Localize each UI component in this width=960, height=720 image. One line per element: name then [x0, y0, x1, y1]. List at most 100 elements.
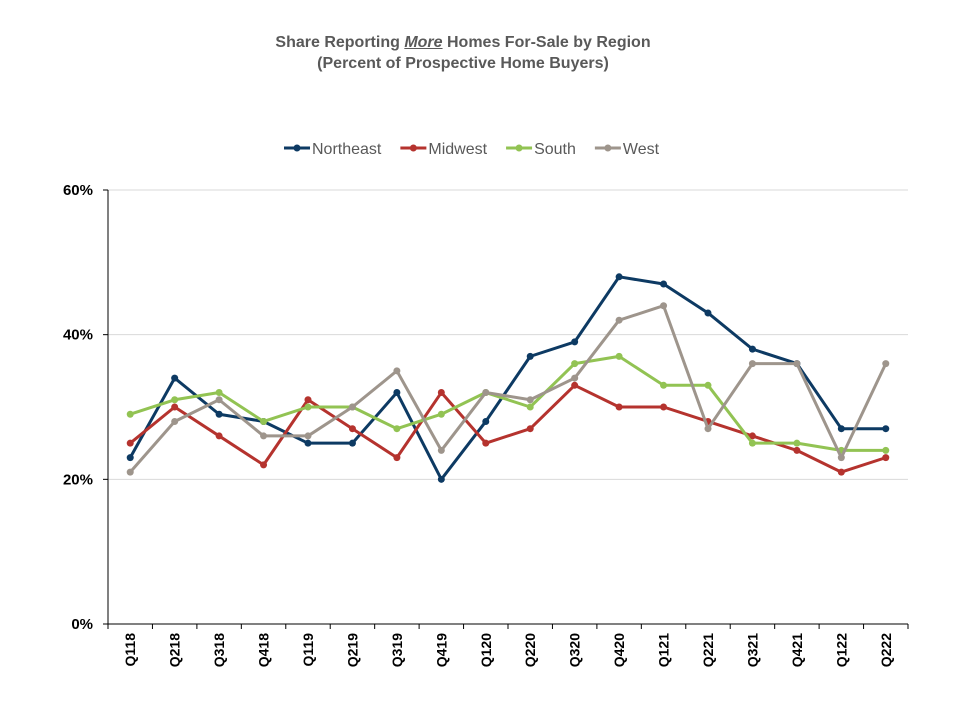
data-point	[704, 381, 712, 389]
data-point	[615, 273, 623, 281]
data-point	[348, 439, 356, 447]
x-tick-label: Q319	[389, 633, 405, 667]
data-point	[126, 468, 134, 476]
x-tick-label: Q420	[611, 633, 627, 667]
series-line	[129, 383, 887, 474]
data-point	[482, 439, 490, 447]
title-line-1: Share Reporting More Homes For-Sale by R…	[0, 32, 926, 53]
data-point	[615, 403, 623, 411]
data-point	[526, 403, 534, 411]
x-tick-label: Q218	[167, 633, 183, 667]
data-point	[882, 425, 890, 433]
legend-label: Midwest	[428, 141, 487, 158]
series-lines	[126, 273, 890, 483]
data-point	[126, 454, 134, 462]
legend-marker	[293, 144, 301, 152]
data-point	[660, 302, 668, 310]
x-tick-label: Q119	[300, 633, 316, 667]
data-point	[126, 439, 134, 447]
data-point	[748, 439, 756, 447]
x-tick-label: Q221	[700, 633, 716, 667]
legend-item-south: South	[506, 141, 576, 158]
data-point	[393, 389, 401, 397]
data-point	[393, 425, 401, 433]
data-point	[304, 432, 312, 440]
data-point	[171, 374, 179, 382]
data-point	[215, 432, 223, 440]
x-tick-label: Q418	[256, 633, 272, 667]
legend: Northeast Midwest South West	[284, 141, 660, 158]
y-tick-label: 20%	[63, 471, 93, 488]
legend-item-west: West	[594, 141, 660, 158]
chart-title: Share Reporting More Homes For-Sale by R…	[0, 32, 926, 74]
x-tick-label: Q219	[344, 633, 360, 667]
x-tick-label: Q419	[433, 633, 449, 667]
chart-subtitle: (Percent of Prospective Home Buyers)	[317, 55, 609, 72]
data-point	[704, 309, 712, 317]
data-point	[482, 389, 490, 397]
data-point	[215, 396, 223, 404]
data-point	[348, 403, 356, 411]
axes: 0% 20% 40% 60% Q118 Q218 Q318 Q418 Q119 Q219 Q319 Q…	[63, 182, 909, 667]
y-tick-label: 60%	[63, 182, 93, 199]
data-point	[126, 410, 134, 418]
data-point	[437, 389, 445, 397]
x-tick-label: Q121	[656, 633, 672, 667]
y-tick-label: 0%	[71, 616, 93, 633]
legend-label: West	[623, 141, 660, 158]
data-point	[882, 446, 890, 454]
series-south	[126, 352, 890, 454]
data-point	[793, 446, 801, 454]
legend-label: South	[534, 141, 576, 158]
data-point	[660, 381, 668, 389]
data-point	[171, 403, 179, 411]
title-emphasis: More	[404, 34, 443, 51]
data-point	[304, 439, 312, 447]
x-tick-label: Q118	[122, 633, 138, 667]
series-line	[128, 275, 886, 481]
data-point	[260, 461, 268, 469]
legend-marker	[604, 144, 612, 152]
x-tick-label: Q122	[833, 633, 849, 667]
data-point	[393, 367, 401, 375]
data-point	[215, 410, 223, 418]
data-point	[837, 454, 845, 462]
series-line	[129, 354, 886, 452]
x-tick-label: Q421	[789, 633, 805, 667]
data-point	[882, 360, 890, 368]
data-point	[660, 403, 668, 411]
data-point	[437, 475, 445, 483]
y-tick-label: 40%	[63, 327, 93, 344]
x-tick-label: Q321	[744, 633, 760, 667]
data-point	[793, 439, 801, 447]
data-point	[171, 417, 179, 425]
gridlines	[108, 189, 908, 480]
x-tick-label: Q220	[522, 633, 538, 667]
data-point	[571, 374, 579, 382]
data-point	[571, 381, 579, 389]
data-point	[793, 360, 801, 368]
legend-item-northeast: Northeast	[284, 141, 382, 158]
x-tick-label: Q320	[567, 633, 583, 667]
data-point	[882, 454, 890, 462]
title-suffix: Homes For-Sale by Region	[442, 34, 651, 51]
data-point	[660, 280, 668, 288]
series-midwest	[126, 381, 890, 476]
data-point	[393, 454, 401, 462]
data-point	[748, 432, 756, 440]
data-point	[615, 316, 623, 324]
x-tick-label: Q222	[878, 633, 894, 667]
data-point	[526, 396, 534, 404]
data-point	[571, 338, 579, 346]
data-point	[260, 432, 268, 440]
data-point	[215, 389, 223, 397]
title-prefix: Share Reporting	[275, 34, 405, 51]
data-point	[304, 403, 312, 411]
legend-marker	[515, 144, 523, 152]
data-point	[837, 425, 845, 433]
data-point	[437, 446, 445, 454]
data-point	[260, 417, 268, 425]
series-west	[126, 302, 890, 476]
legend-label: Northeast	[312, 141, 382, 158]
